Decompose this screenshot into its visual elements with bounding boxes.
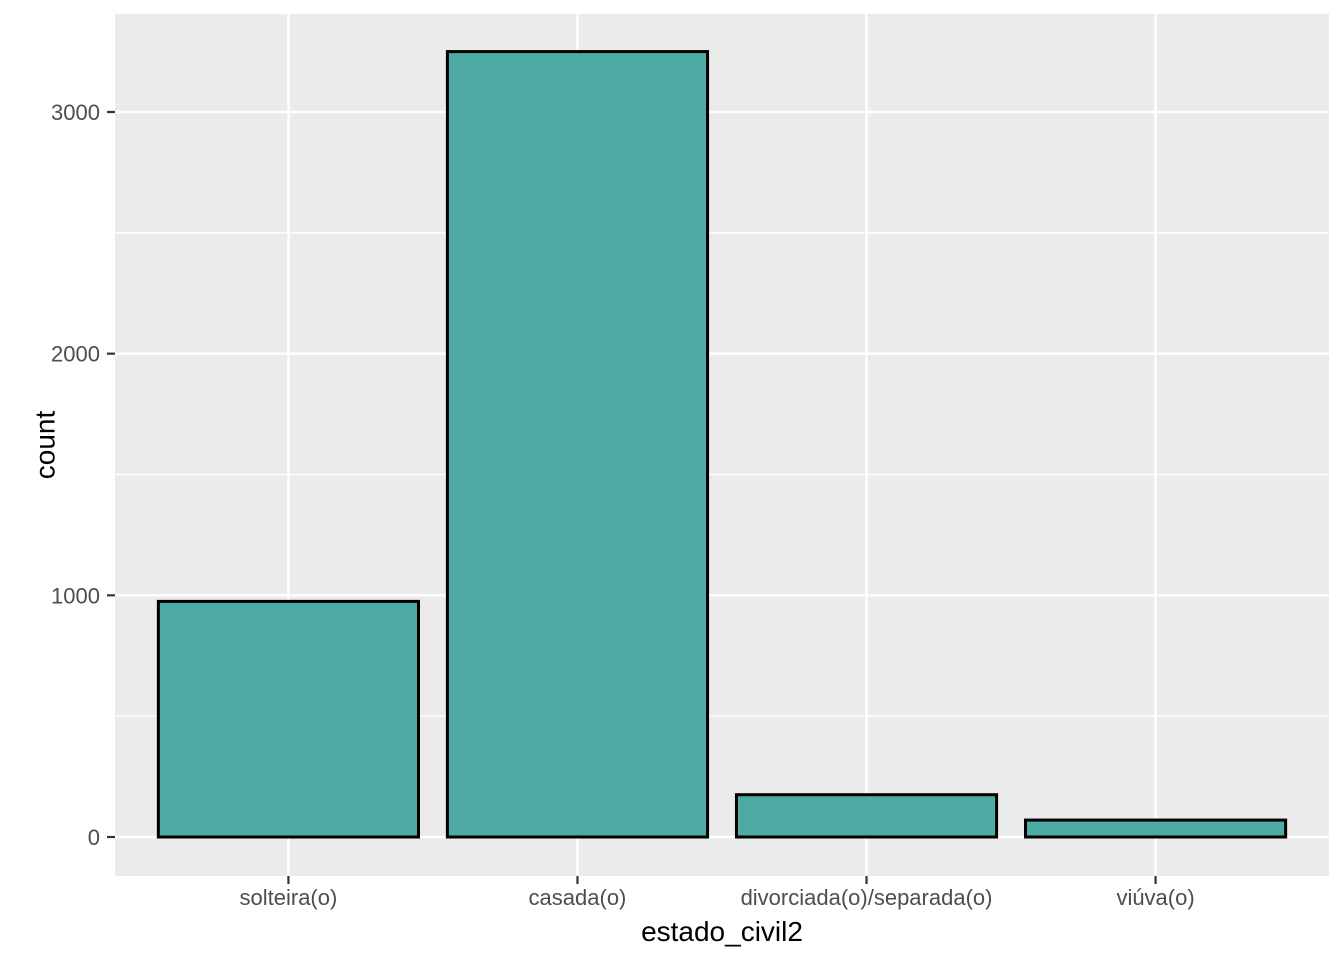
bar-4 [1024, 818, 1288, 839]
y-tick-label: 3000 [51, 100, 100, 125]
x-category-label: divorciada(o)/separada(o) [741, 885, 993, 910]
y-axis-title: count [29, 410, 61, 480]
x-category-label: casada(o) [529, 885, 627, 910]
bar-3 [734, 793, 999, 839]
bar-1 [156, 599, 420, 839]
y-tick-label: 2000 [51, 342, 100, 367]
y-tick-label: 0 [88, 825, 100, 850]
x-category-label: viúva(o) [1116, 885, 1194, 910]
bar-2 [445, 50, 710, 839]
x-category-label: solteira(o) [240, 885, 338, 910]
y-tick-label: 1000 [51, 583, 100, 608]
x-axis-title: estado_civil2 [641, 916, 803, 947]
